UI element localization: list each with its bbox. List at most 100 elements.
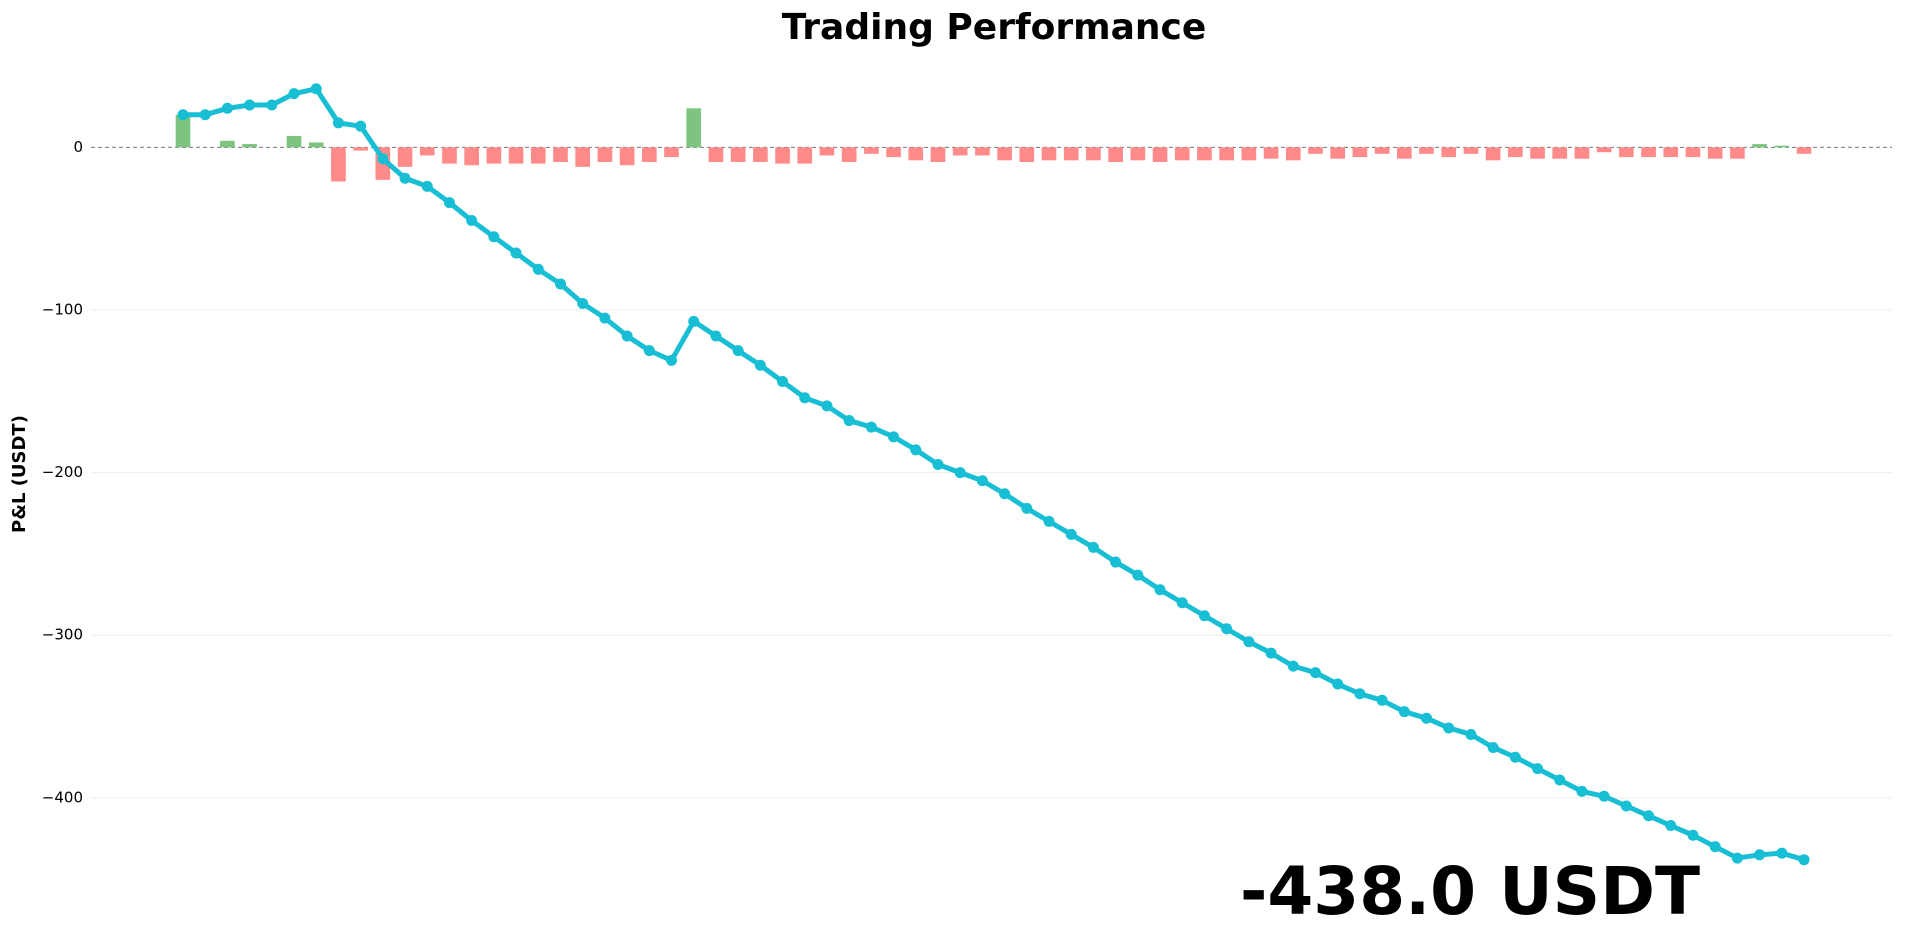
line-point xyxy=(1243,636,1255,648)
y-tick-label: −300 xyxy=(42,626,83,644)
line-point xyxy=(310,83,322,95)
bar xyxy=(575,147,591,167)
line-point xyxy=(266,99,278,111)
line-point xyxy=(554,278,566,290)
y-tick-label: 0 xyxy=(73,138,83,156)
bar xyxy=(442,147,457,164)
y-axis-label: P&L (USDT) xyxy=(9,415,30,533)
bar xyxy=(530,147,546,164)
bar xyxy=(1063,147,1079,161)
line-point xyxy=(1398,706,1410,718)
line-point xyxy=(976,475,988,487)
line-point xyxy=(1731,852,1743,864)
line-point xyxy=(1643,810,1655,822)
bar xyxy=(1730,147,1745,159)
line-point xyxy=(865,421,877,433)
bar xyxy=(397,147,413,167)
bar xyxy=(553,147,568,162)
bar xyxy=(1241,147,1257,161)
line-point xyxy=(532,263,544,275)
line-point xyxy=(488,231,500,243)
line-point xyxy=(1509,751,1521,763)
bar xyxy=(1130,147,1146,161)
line-point xyxy=(754,359,766,371)
bar xyxy=(1019,147,1035,162)
bar xyxy=(1641,147,1656,158)
line-point xyxy=(177,109,189,121)
line-point xyxy=(1487,741,1499,753)
bar xyxy=(175,114,191,148)
line-point xyxy=(466,215,478,227)
line-point xyxy=(843,415,855,427)
line-point xyxy=(1309,667,1321,679)
bar xyxy=(819,147,835,156)
bar xyxy=(1086,147,1101,161)
line-point xyxy=(1021,502,1033,514)
line-point xyxy=(1287,660,1299,672)
line-point xyxy=(1465,728,1477,740)
line-point xyxy=(599,312,611,324)
line-point xyxy=(1176,597,1188,609)
line-point xyxy=(510,247,522,259)
line-point xyxy=(1532,763,1544,775)
chart-title: Trading Performance xyxy=(782,7,1207,48)
bar xyxy=(1619,147,1634,158)
bar xyxy=(708,147,724,162)
bar xyxy=(1396,147,1412,159)
line-point xyxy=(1620,800,1632,812)
bar xyxy=(952,147,968,156)
line-point xyxy=(888,431,900,443)
line-point xyxy=(1265,647,1277,659)
line-point xyxy=(1554,774,1566,786)
line-point xyxy=(332,117,344,129)
bar xyxy=(1419,147,1434,154)
line xyxy=(183,86,1805,863)
bar xyxy=(775,147,790,164)
line-point xyxy=(1754,849,1766,861)
line-point xyxy=(1798,854,1810,866)
y-tick-label: −200 xyxy=(42,463,83,481)
line-point xyxy=(443,197,455,209)
bar xyxy=(1197,147,1212,161)
bar xyxy=(1685,147,1701,158)
bar xyxy=(1663,147,1679,158)
bar xyxy=(686,108,702,148)
y-tick-label: −400 xyxy=(42,788,83,806)
line-point xyxy=(954,467,966,479)
bar xyxy=(664,147,679,158)
grid: 0 −100 −200 −300 −400 xyxy=(42,138,1892,806)
bar xyxy=(619,147,635,166)
line-point xyxy=(1198,610,1210,622)
bar xyxy=(1463,147,1479,154)
line-point xyxy=(910,444,922,456)
bar xyxy=(1285,147,1301,161)
bar xyxy=(1485,147,1501,161)
line-point xyxy=(288,88,300,100)
bar xyxy=(1041,147,1057,161)
line-point xyxy=(577,297,589,309)
line-point xyxy=(221,102,233,114)
line-point xyxy=(710,330,722,342)
line-point xyxy=(732,345,744,357)
bar xyxy=(486,147,502,164)
bar xyxy=(1552,147,1568,159)
bar xyxy=(1219,147,1234,161)
bar xyxy=(1330,147,1346,159)
bar xyxy=(419,147,435,156)
bar xyxy=(1441,147,1457,158)
line-point xyxy=(1421,712,1433,724)
bar xyxy=(308,142,324,148)
line-point xyxy=(688,315,700,327)
bar xyxy=(841,147,857,162)
bar xyxy=(220,140,235,148)
line-point xyxy=(932,458,944,470)
bar xyxy=(1596,147,1612,153)
line-point xyxy=(199,109,211,121)
plot-area xyxy=(175,83,1812,866)
bar xyxy=(331,147,346,182)
bar xyxy=(1707,147,1723,159)
line-point xyxy=(666,354,678,366)
line-point xyxy=(621,330,633,342)
